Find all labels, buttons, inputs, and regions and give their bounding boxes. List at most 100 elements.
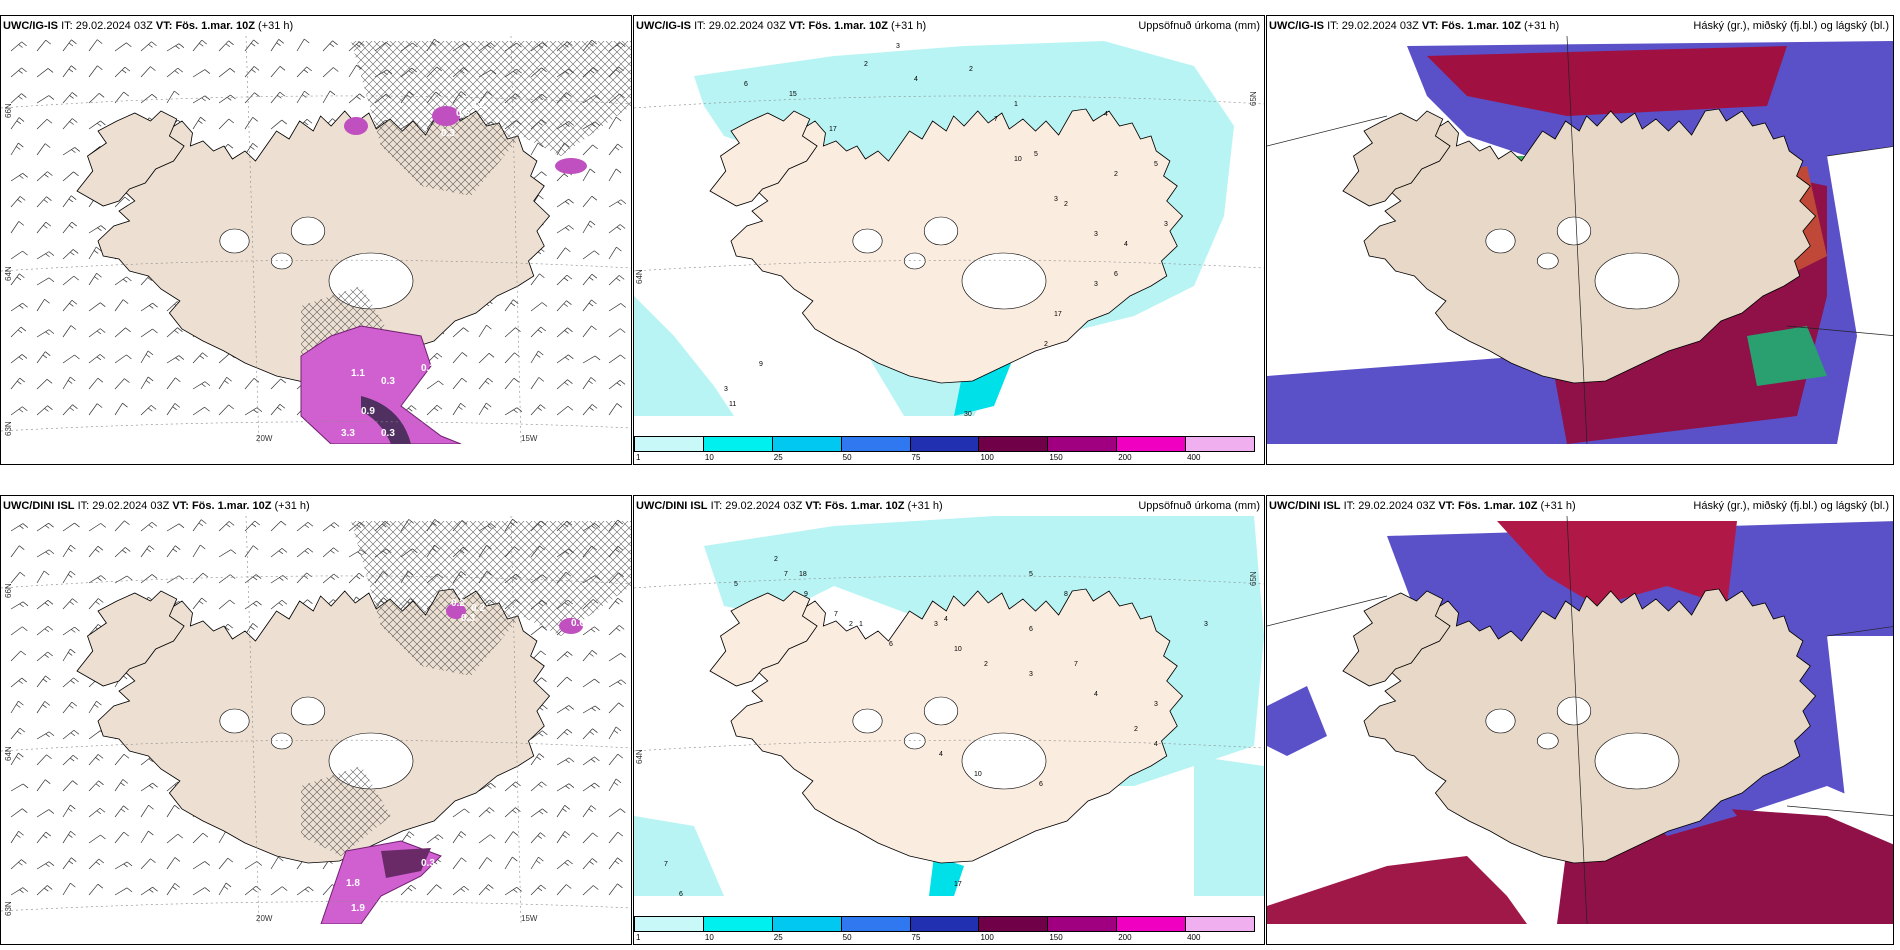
precip-value-label: 4 — [914, 76, 918, 83]
precip-value-label: 2 — [1114, 171, 1118, 178]
precip-value-label: 7 — [834, 611, 838, 618]
colorbar-tick-label: 150 — [1049, 453, 1063, 462]
colorbar-tick-label: 10 — [704, 453, 714, 462]
snow-accumulation — [320, 603, 583, 924]
precip-value-label: 9 — [804, 591, 808, 598]
precip-value-label: 3 — [896, 43, 900, 50]
lat-label-65n: 65N — [1249, 91, 1258, 106]
colorbar-tick-label: 75 — [911, 933, 921, 942]
model-name: UWC/IG-IS — [1269, 20, 1324, 32]
lead-time: (+31 h) — [891, 20, 927, 32]
precip-value-label: 2 — [984, 661, 988, 668]
colorbar-tick-label: 10 — [704, 933, 714, 942]
init-time: 29.02.2024 03Z — [708, 20, 786, 32]
precip-value-label: 7 — [994, 116, 998, 123]
snow-value-label: 1.9 — [351, 903, 365, 914]
precip-value-label: 17 — [954, 881, 962, 888]
precip-value-label: 1 — [1014, 101, 1018, 108]
precip-value-label: 3 — [1164, 221, 1168, 228]
colorbar-swatch — [771, 916, 842, 932]
panel-title: UWC/DINI ISL IT: 29.02.2024 03Z VT: Fös.… — [1269, 500, 1576, 512]
glacier — [1485, 228, 1516, 254]
precip-value-label: 6 — [1039, 781, 1043, 788]
precip-value-label: 10 — [1014, 156, 1022, 163]
precip-value-label: 4 — [1124, 241, 1128, 248]
precip-value-label: 1 — [859, 621, 863, 628]
glacier — [1556, 696, 1592, 726]
colorbar-tick-label: 25 — [773, 453, 783, 462]
snow-value-label: 1.1 — [351, 368, 365, 379]
colorbar-tick-label: 100 — [980, 933, 994, 942]
panel-title: UWC/IG-IS IT: 29.02.2024 03Z VT: Fös. 1.… — [1269, 20, 1559, 32]
precip-value-label: 2 — [1064, 201, 1068, 208]
lat-label-66n: 66N — [4, 583, 13, 598]
glacier — [270, 252, 293, 270]
precip-title: Uppsöfnuð úrkoma (mm) — [1138, 500, 1260, 512]
precip-value-label: 11 — [729, 401, 736, 408]
snow-value-label: 0.3 — [441, 128, 455, 139]
lat-lon-grid — [1, 36, 631, 444]
lead-time: (+31 h) — [1524, 20, 1560, 32]
glacier — [1485, 708, 1516, 734]
colorbar-swatch — [1047, 436, 1118, 452]
lat-lon-grid — [1267, 516, 1893, 924]
precip-value-label: 9 — [759, 361, 763, 368]
precip-title: Uppsöfnuð úrkoma (mm) — [1138, 20, 1260, 32]
precip-value-label: 2 — [1134, 726, 1138, 733]
init-time: 29.02.2024 03Z — [1341, 20, 1419, 32]
precip-colorbar: 1 10 25 50 75 100 150 200 400 — [634, 436, 1264, 464]
precipitation-map-panel: UWC/IG-IS IT: 29.02.2024 03Z VT: Fös. 1.… — [633, 15, 1265, 465]
precip-value-label: 7 — [664, 861, 668, 868]
lead-time: (+31 h) — [274, 500, 310, 512]
snow-value-label: 0.3 — [461, 613, 475, 624]
valid-time: VT: Fös. 1.mar. 10Z — [172, 500, 272, 512]
colorbar-swatch — [1047, 916, 1118, 932]
lat-label-64n: 64N — [4, 266, 13, 281]
precip-value-label: 4 — [1094, 691, 1098, 698]
colorbar-tick-label: 50 — [842, 933, 852, 942]
valid-time: VT: Fös. 1.mar. 10Z — [805, 500, 905, 512]
colorbar-swatch — [909, 916, 980, 932]
snow-value-label: 0.2 — [471, 603, 485, 614]
precip-value-label: 6 — [1029, 626, 1033, 633]
precip-value-label: 2 — [1044, 341, 1048, 348]
glacier — [1556, 216, 1592, 246]
colorbar-swatch — [702, 916, 773, 932]
glacier — [1594, 732, 1680, 790]
colorbar-tick-label: 1 — [636, 453, 641, 462]
snow-value-label: 1.8 — [346, 878, 360, 889]
precip-value-label: 5 — [734, 581, 738, 588]
init-time-label: IT: — [61, 20, 73, 32]
colorbar-tick-label: 400 — [1187, 453, 1201, 462]
precip-value-label: 3 — [1054, 196, 1058, 203]
precip-value-label: 4 — [1154, 741, 1158, 748]
colorbar-swatch — [909, 436, 980, 452]
valid-time: VT: Fös. 1.mar. 10Z — [1438, 500, 1538, 512]
init-time: 29.02.2024 03Z — [75, 20, 153, 32]
iceland-landmass — [1342, 588, 1817, 864]
colorbar-tick-label: 100 — [980, 453, 994, 462]
snow-value-label: 3.3 — [341, 428, 355, 439]
init-time: 29.02.2024 03Z — [1358, 500, 1436, 512]
glacier — [219, 708, 250, 734]
colorbar-swatch — [702, 436, 773, 452]
cloud-cover-map-panel: UWC/DINI ISL IT: 29.02.2024 03Z VT: Fös.… — [1266, 495, 1894, 945]
cloud-cover-map — [1267, 36, 1893, 444]
precip-value-label: 2 — [864, 61, 868, 68]
glacier — [923, 216, 959, 246]
wind-snow-map-panel: UWC/DINI ISL IT: 29.02.2024 03Z VT: Fös.… — [0, 495, 632, 945]
glacier — [852, 228, 883, 254]
panel-title: UWC/IG-IS IT: 29.02.2024 03Z VT: Fös. 1.… — [3, 20, 293, 32]
precip-value-label: 4 — [1104, 111, 1108, 118]
colorbar-swatch — [840, 436, 911, 452]
lon-label-20w: 20W — [256, 434, 273, 443]
precip-value-label: 3 — [1029, 671, 1033, 678]
precip-value-label: 5 — [1029, 571, 1033, 578]
colorbar-tick-label: 1 — [636, 933, 641, 942]
lon-label-15w: 15W — [521, 914, 538, 923]
panel-title: UWC/IG-IS IT: 29.02.2024 03Z VT: Fös. 1.… — [636, 20, 926, 32]
model-name: UWC/DINI ISL — [1269, 500, 1341, 512]
snow-value-label: 0.2 — [471, 100, 485, 111]
colorbar-tick-label: 200 — [1118, 933, 1132, 942]
